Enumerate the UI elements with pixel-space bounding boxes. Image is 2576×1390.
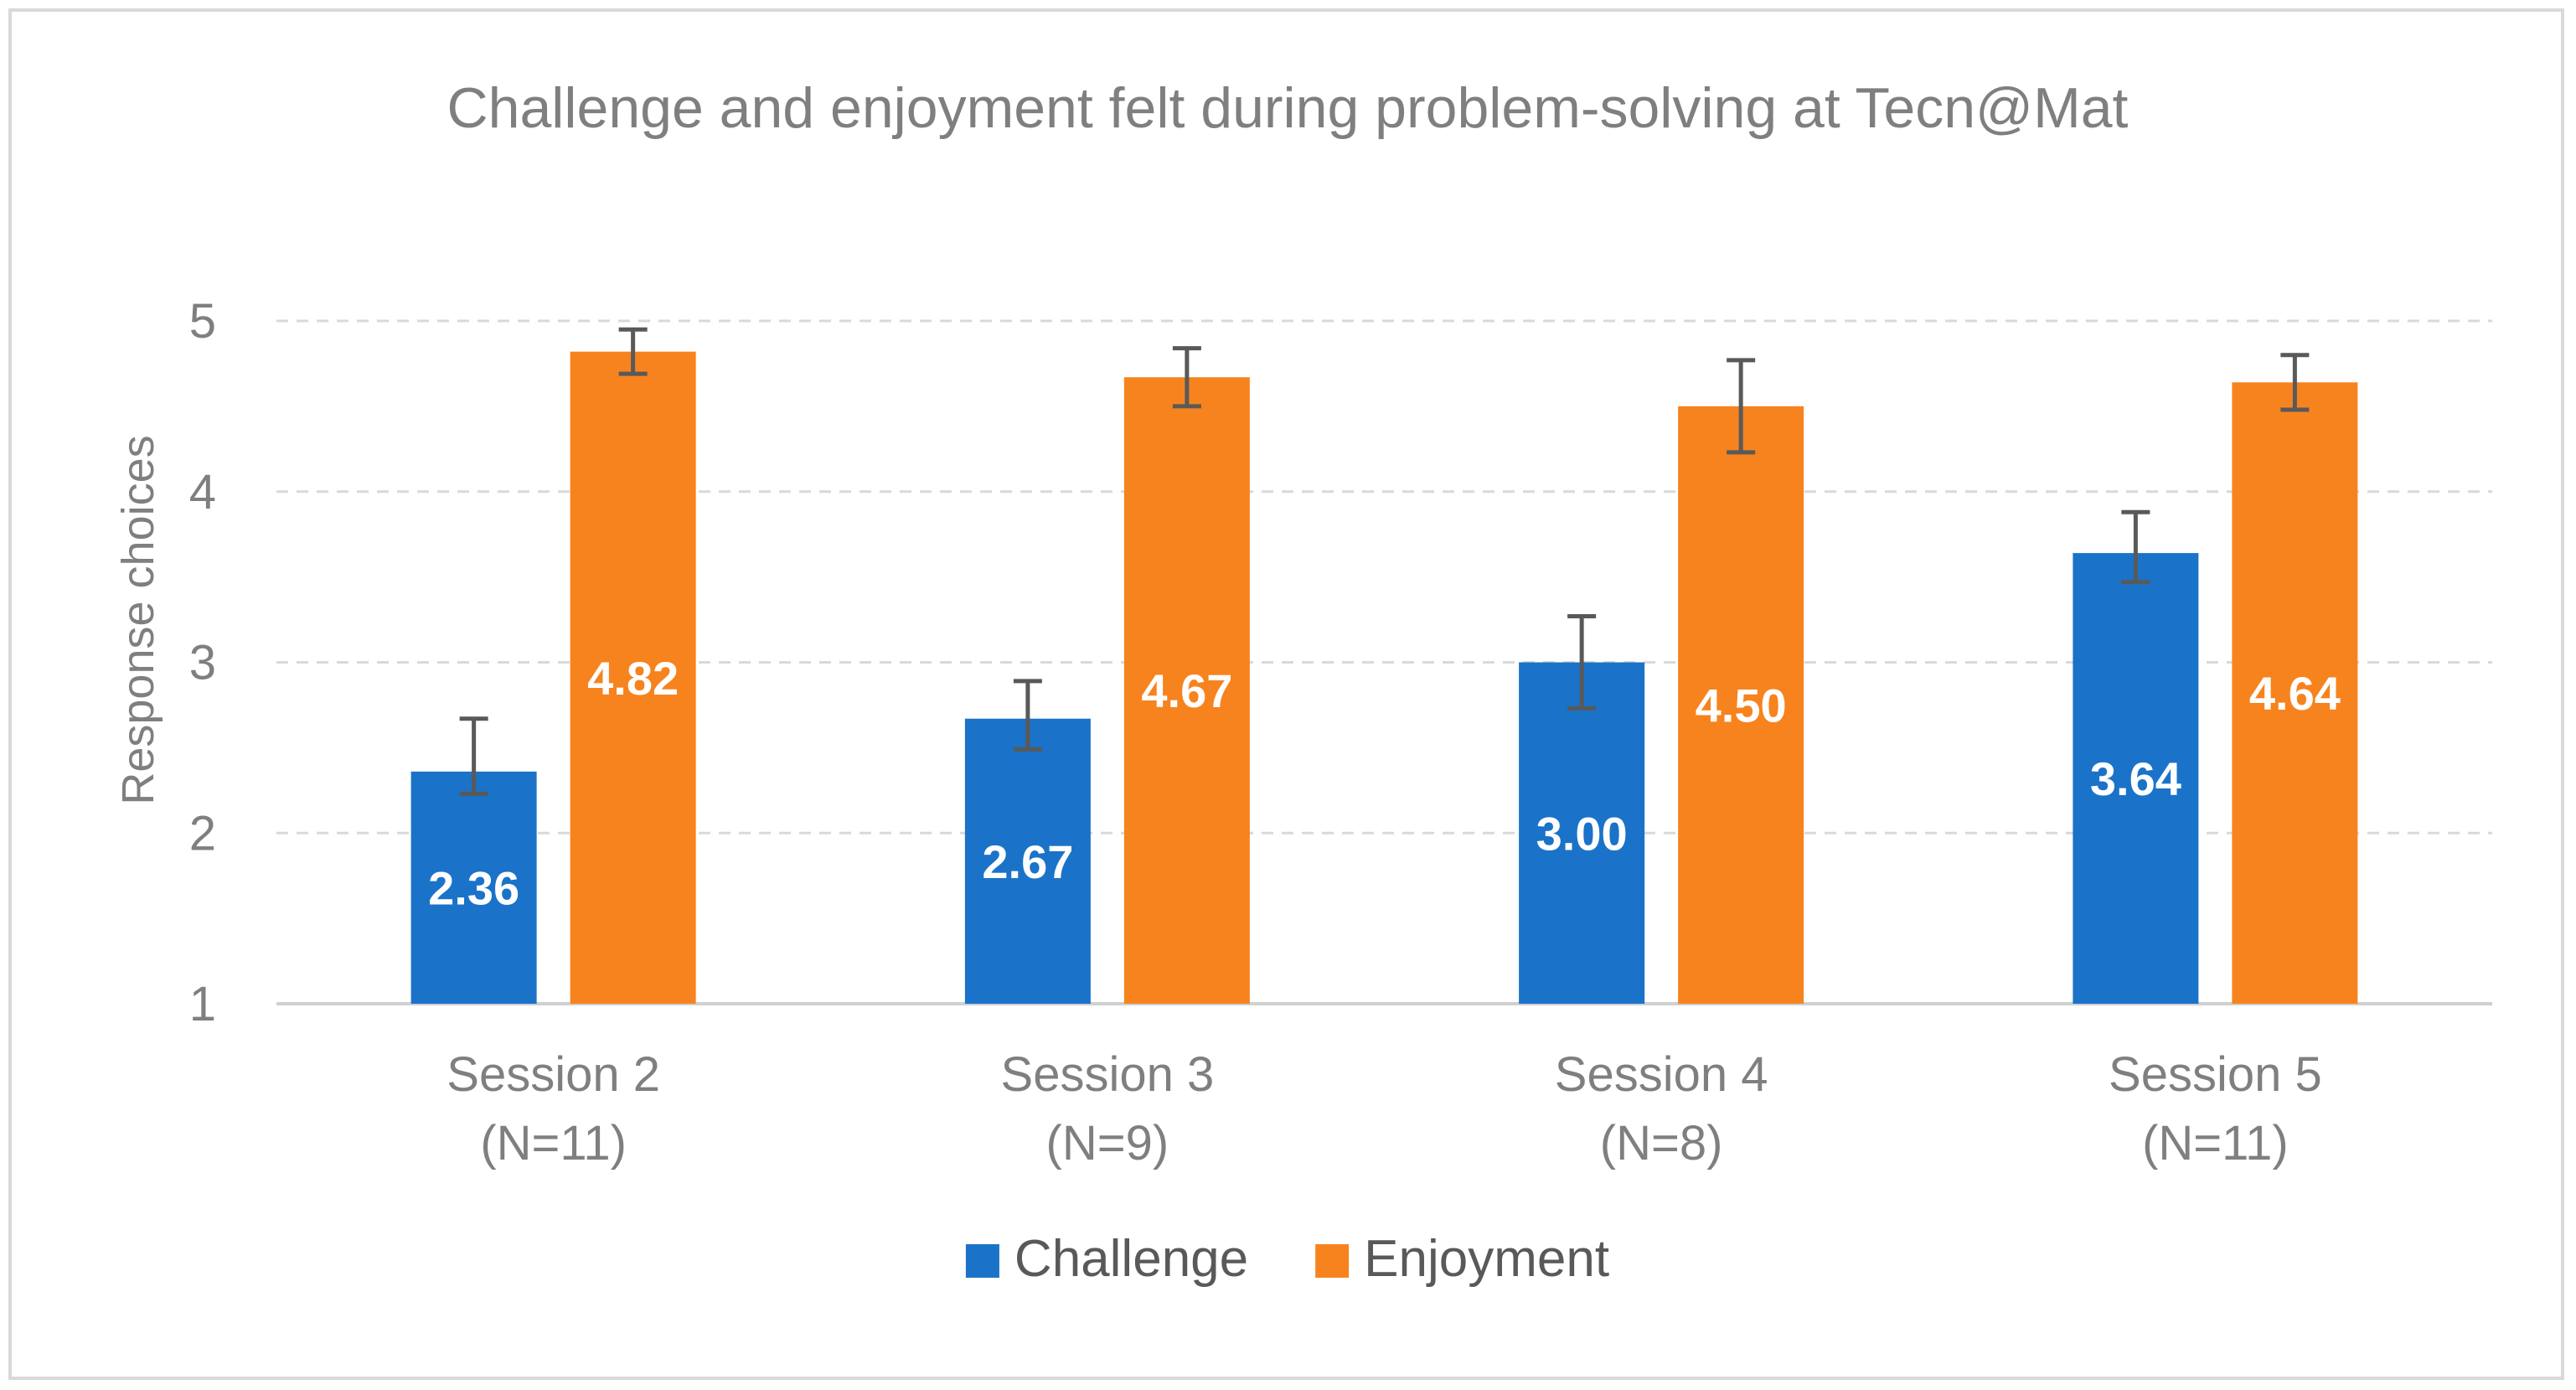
bar-challenge xyxy=(2073,553,2199,1004)
error-bar xyxy=(618,327,648,376)
x-tick-label: (N=11) xyxy=(2142,1116,2289,1170)
error-bar xyxy=(2280,353,2310,412)
bar-challenge xyxy=(410,771,537,1004)
legend-item-enjoyment: Enjoyment xyxy=(1315,1230,1609,1288)
bar-enjoyment xyxy=(570,351,696,1004)
y-axis-ticks: 1 2 3 4 5 xyxy=(189,294,216,1031)
legend-label: Enjoyment xyxy=(1364,1230,1609,1288)
x-tick-label: (N=11) xyxy=(480,1116,627,1170)
error-bar xyxy=(1172,346,1201,409)
data-labels: 2.36 4.82 2.67 4.67 3.00 4.50 3.64 4.64 xyxy=(428,652,2341,915)
data-label-challenge: 2.36 xyxy=(428,861,519,914)
x-tick-label: Session 4 xyxy=(1555,1047,1768,1102)
bar-challenge xyxy=(1519,662,1645,1004)
error-bar xyxy=(459,716,488,796)
data-label-enjoyment: 4.64 xyxy=(2249,667,2341,720)
bars xyxy=(410,351,2358,1005)
bar-enjoyment xyxy=(1678,406,1804,1004)
legend-swatch xyxy=(965,1244,999,1278)
y-tick-label: 5 xyxy=(189,294,216,349)
y-tick-label: 1 xyxy=(189,977,216,1031)
chart-title: Challenge and enjoyment felt during prob… xyxy=(447,76,2129,140)
y-tick-label: 2 xyxy=(189,806,216,860)
error-bar xyxy=(1567,613,1597,711)
data-label-enjoyment: 4.82 xyxy=(587,652,679,705)
y-axis-label: Response choices xyxy=(113,435,163,804)
legend-label: Challenge xyxy=(1014,1230,1248,1288)
x-tick-label: Session 2 xyxy=(447,1047,660,1102)
bar-enjoyment xyxy=(2232,382,2358,1005)
y-tick-label: 3 xyxy=(189,636,216,690)
x-tick-label: (N=8) xyxy=(1600,1116,1723,1170)
data-label-challenge: 3.64 xyxy=(2090,752,2181,805)
data-label-enjoyment: 4.50 xyxy=(1696,679,1787,731)
legend: Challenge Enjoyment xyxy=(965,1230,1609,1288)
data-label-enjoyment: 4.67 xyxy=(1141,664,1232,717)
y-tick-label: 4 xyxy=(189,465,216,519)
x-tick-label: (N=9) xyxy=(1046,1116,1169,1170)
error-bar xyxy=(1013,679,1042,752)
x-tick-label: Session 5 xyxy=(2109,1047,2322,1102)
error-bar xyxy=(1727,358,1756,455)
x-tick-label: Session 3 xyxy=(1001,1047,1215,1102)
x-axis-ticks: Session 2 (N=11) Session 3 (N=9) Session 4 (N… xyxy=(447,1047,2321,1170)
data-label-challenge: 3.00 xyxy=(1536,807,1628,860)
legend-item-challenge: Challenge xyxy=(965,1230,1248,1288)
error-bar xyxy=(2121,509,2150,585)
error-bars xyxy=(459,327,2310,796)
legend-swatch xyxy=(1315,1244,1350,1278)
bar-enjoyment xyxy=(1123,377,1250,1004)
data-label-challenge: 2.67 xyxy=(982,835,1073,888)
bar-challenge xyxy=(964,718,1091,1004)
